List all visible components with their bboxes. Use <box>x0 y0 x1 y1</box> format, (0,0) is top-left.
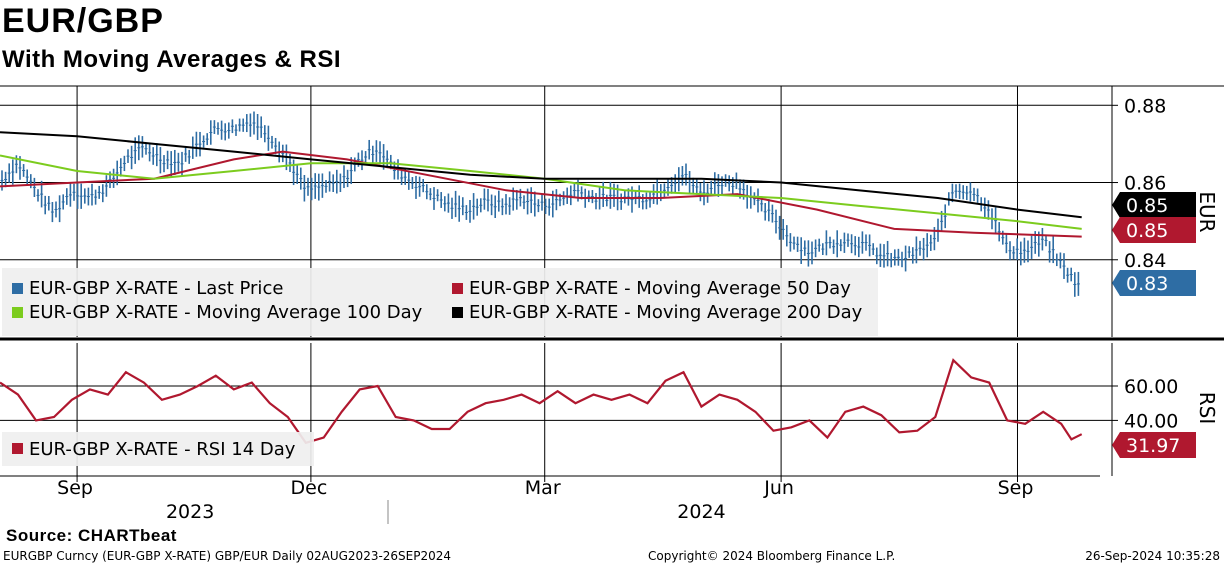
x-tick-label: Dec <box>291 477 328 499</box>
rsi-line <box>0 358 1083 445</box>
x-year-label: 2024 <box>677 501 725 523</box>
x-axis: Sep Dec Mar Jun Sep 2023 2024 <box>0 475 1100 524</box>
legend-ma200-label: EUR-GBP X-RATE - Moving Average 200 Day <box>469 302 863 323</box>
price-panel: 0.88 0.86 0.84 EUR 0.85 0.85 0.83 EUR-GBP X-RAT… <box>0 85 1224 341</box>
x-year-label: 2023 <box>166 501 214 523</box>
price-bars <box>0 111 1080 297</box>
footer-copyright: Copyright© 2024 Bloomberg Finance L.P. <box>648 549 896 563</box>
ma50-last-value-tag-bg <box>1112 217 1196 243</box>
x-tick-label: Sep <box>57 477 93 499</box>
rsi-axis-title: RSI <box>1195 392 1219 425</box>
price-legend-box <box>2 268 878 336</box>
footer-ticker-info: EURGBP Curncy (EUR-GBP X-RATE) GBP/EUR D… <box>3 549 452 563</box>
last-price-value-tag-text: 0.83 <box>1126 273 1168 295</box>
rsi-last-value-tag-text: 31.97 <box>1126 435 1180 457</box>
x-tick-label: Jun <box>763 477 794 499</box>
ma50-last-value-tag-text: 0.85 <box>1126 220 1168 242</box>
legend-ma100-label: EUR-GBP X-RATE - Moving Average 100 Day <box>29 302 423 323</box>
rsi-y-tick-label: 60.00 <box>1124 376 1178 398</box>
source-label: Source: CHARTbeat <box>6 526 177 545</box>
ma50-line <box>0 150 1082 238</box>
chart-title: EUR/GBP <box>2 2 164 40</box>
price-y-tick-label: 0.84 <box>1124 250 1166 272</box>
ma200-line <box>0 131 1082 219</box>
ma200-last-value-tag-bg <box>1112 192 1196 218</box>
footer-timestamp: 26-Sep-2024 10:35:28 <box>1085 549 1220 563</box>
rsi-last-value-tag-bg <box>1112 432 1196 458</box>
legend-ma50-label: EUR-GBP X-RATE - Moving Average 50 Day <box>469 278 851 299</box>
legend-ma100-swatch <box>12 307 23 318</box>
price-y-tick-label: 0.88 <box>1124 95 1166 117</box>
x-tick-label: Mar <box>525 477 561 499</box>
price-y-tick-label: 0.86 <box>1124 173 1166 195</box>
rsi-legend-box <box>2 432 314 466</box>
ma200-last-value-tag-text: 0.85 <box>1126 195 1168 217</box>
legend-ma50-swatch <box>452 283 463 294</box>
ma100-line <box>0 154 1082 230</box>
chart-subtitle: With Moving Averages & RSI <box>2 46 342 73</box>
rsi-panel: 60.00 40.00 RSI 31.97 EUR-GBP X-RATE - RSI 1… <box>0 343 1219 476</box>
last-price-value-tag-bg <box>1112 270 1196 296</box>
legend-ma200-swatch <box>452 307 463 318</box>
rsi-y-tick-label: 40.00 <box>1124 410 1178 432</box>
price-axis-title: EUR <box>1195 191 1219 232</box>
legend-rsi-swatch <box>12 443 23 454</box>
legend-last-price-swatch <box>12 283 23 294</box>
x-tick-label: Sep <box>998 477 1034 499</box>
legend-rsi-label: EUR-GBP X-RATE - RSI 14 Day <box>29 439 296 460</box>
legend-last-price-label: EUR-GBP X-RATE - Last Price <box>29 278 283 299</box>
